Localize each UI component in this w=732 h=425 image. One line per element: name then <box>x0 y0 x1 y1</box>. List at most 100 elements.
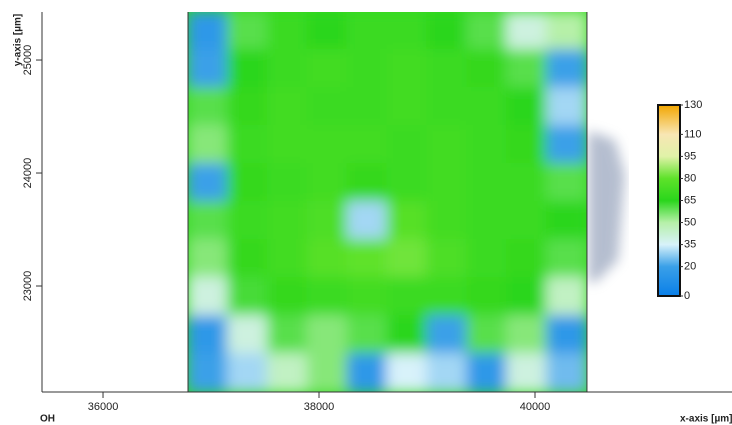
heatmap-cell <box>227 277 269 317</box>
heatmap-cell <box>227 87 269 127</box>
heatmap-cell <box>466 49 508 89</box>
heatmap-cell <box>347 49 389 89</box>
heatmap-cell <box>506 353 548 393</box>
heatmap-cell <box>307 239 349 279</box>
x-tick-label: 38000 <box>304 401 335 413</box>
heatmap-cell <box>267 277 309 317</box>
colorbar-tick-label: 0 <box>684 290 690 302</box>
heatmap-cell <box>187 239 229 279</box>
y-tick-label: 25000 <box>22 45 34 76</box>
x-tick-label: 40000 <box>520 401 551 413</box>
heatmap-cell <box>347 125 389 165</box>
heatmap-cell <box>347 87 389 127</box>
heatmap-cell <box>506 87 548 127</box>
heatmap-cell <box>267 49 309 89</box>
heatmap-cell <box>386 49 428 89</box>
heatmap-cell <box>187 125 229 165</box>
heatmap-cell <box>426 315 468 355</box>
heatmap-cell <box>347 11 389 51</box>
heatmap-cell <box>466 163 508 203</box>
heatmap-cell <box>227 125 269 165</box>
heatmap-cell <box>426 49 468 89</box>
heatmap-cell <box>386 277 428 317</box>
heatmap-cell <box>307 353 349 393</box>
heatmap-cell <box>187 201 229 241</box>
corner-label: OH <box>40 414 55 425</box>
colorbar-tick-label: 20 <box>684 261 696 273</box>
heatmap-cell <box>546 163 588 203</box>
heatmap-cell <box>506 315 548 355</box>
heatmap-cell <box>227 239 269 279</box>
heatmap-cell <box>386 315 428 355</box>
heatmap-cell <box>386 11 428 51</box>
heatmap-cell <box>546 125 588 165</box>
x-tick-label: 36000 <box>88 401 119 413</box>
heatmap-cell <box>267 163 309 203</box>
heatmap-cell <box>506 239 548 279</box>
heatmap-cell <box>307 315 349 355</box>
heatmap-cell <box>466 353 508 393</box>
heatmap-cell <box>347 315 389 355</box>
heatmap-cell <box>426 125 468 165</box>
heatmap-cell <box>227 49 269 89</box>
heatmap-cell <box>267 11 309 51</box>
heatmap-cell <box>307 11 349 51</box>
heatmap-cell <box>466 277 508 317</box>
heatmap-cell <box>426 239 468 279</box>
heatmap-cell <box>307 87 349 127</box>
heatmap-cell <box>426 163 468 203</box>
shadow-blur <box>588 132 625 282</box>
heatmap-cell <box>267 125 309 165</box>
heatmap-cell <box>506 201 548 241</box>
heatmap-cell <box>546 87 588 127</box>
heatmap-cell <box>187 163 229 203</box>
heatmap-cell <box>466 315 508 355</box>
heatmap-cell <box>426 87 468 127</box>
colorbar <box>658 105 680 296</box>
heatmap-cell <box>307 277 349 317</box>
heatmap-cell <box>227 353 269 393</box>
heatmap <box>187 11 588 393</box>
heatmap-cell <box>546 49 588 89</box>
heatmap-cell <box>466 239 508 279</box>
colorbar-tick-label: 35 <box>684 238 696 250</box>
heatmap-cell <box>267 201 309 241</box>
heatmap-cell <box>307 201 349 241</box>
heatmap-cell <box>426 201 468 241</box>
heatmap-cell <box>347 163 389 203</box>
heatmap-cell <box>546 11 588 51</box>
heatmap-cell <box>347 353 389 393</box>
heatmap-cell <box>386 239 428 279</box>
heatmap-cell <box>227 315 269 355</box>
heatmap-cell <box>307 49 349 89</box>
heatmap-cell <box>227 201 269 241</box>
heatmap-cell <box>307 125 349 165</box>
heatmap-cell <box>506 49 548 89</box>
colorbar-tick-label: 65 <box>684 194 696 206</box>
x-axis-label: x-axis [µm] <box>680 414 732 425</box>
heatmap-cell <box>506 125 548 165</box>
heatmap-cell <box>386 163 428 203</box>
heatmap-cell <box>466 87 508 127</box>
heatmap-cell <box>466 11 508 51</box>
heatmap-cell <box>187 87 229 127</box>
heatmap-cell <box>386 353 428 393</box>
colorbar-tick-label: 130 <box>684 99 702 111</box>
colorbar-tick-label: 95 <box>684 150 696 162</box>
heatmap-cell <box>466 201 508 241</box>
heatmap-cell <box>546 277 588 317</box>
heatmap-cell <box>227 163 269 203</box>
heatmap-cell <box>227 11 269 51</box>
heatmap-cell <box>267 87 309 127</box>
heatmap-cell <box>546 315 588 355</box>
heatmap-cell <box>466 125 508 165</box>
colorbar-tick-label: 80 <box>684 172 696 184</box>
colorbar-tick-label: 50 <box>684 216 696 228</box>
heatmap-cell <box>546 239 588 279</box>
heatmap-cell <box>267 239 309 279</box>
y-tick-label: 24000 <box>22 158 34 189</box>
heatmap-cell <box>187 315 229 355</box>
heatmap-cell <box>267 353 309 393</box>
heatmap-cell <box>347 277 389 317</box>
